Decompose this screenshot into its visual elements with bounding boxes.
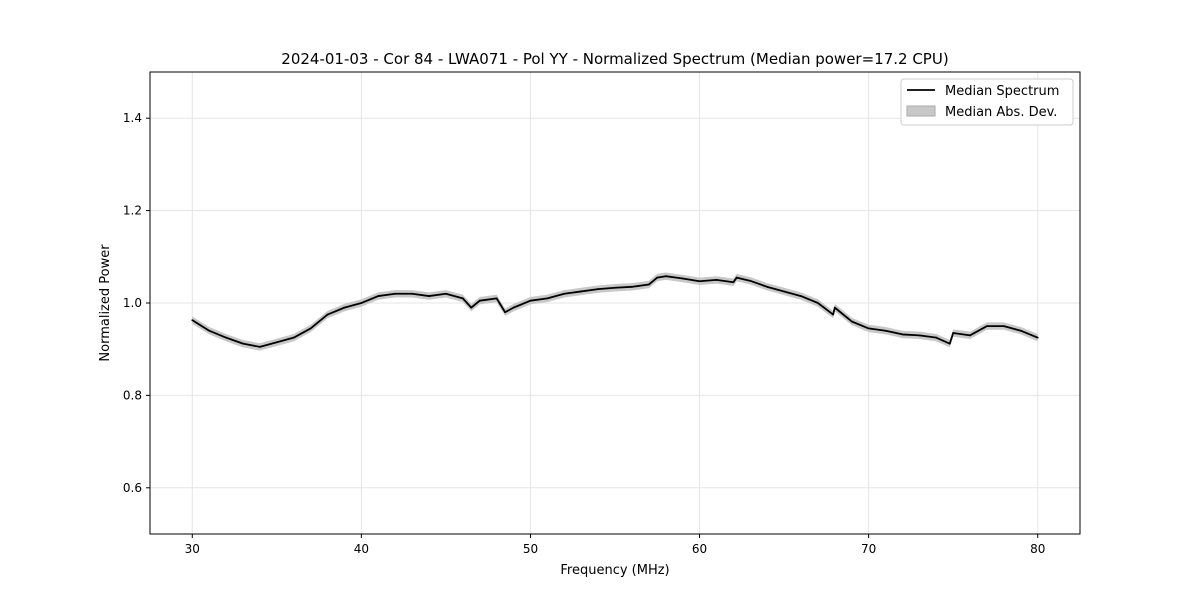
data-point: [470, 306, 473, 309]
mad-band: [192, 272, 1038, 351]
y-tick-label: 1.2: [123, 204, 142, 218]
data-point: [360, 302, 363, 304]
data-point: [411, 292, 413, 295]
data-point: [948, 342, 951, 345]
y-tick-label: 0.6: [123, 481, 142, 495]
data-point: [901, 333, 904, 336]
legend-label-median: Median Spectrum: [945, 84, 1059, 99]
x-tick-label: 50: [523, 542, 538, 556]
data-point: [681, 277, 684, 280]
data-point: [445, 292, 447, 295]
data-point: [884, 329, 887, 332]
data-point: [563, 292, 566, 295]
data-point: [512, 306, 515, 309]
data-point: [428, 295, 430, 297]
data-point: [986, 325, 988, 327]
data-point: [597, 288, 599, 291]
data-point: [394, 292, 397, 295]
data-point: [698, 280, 701, 283]
mad-band-area: [192, 272, 1038, 351]
data-point: [783, 290, 785, 293]
x-tick-label: 30: [185, 542, 200, 556]
x-ticks: 30 40 50 60 70 80: [185, 534, 1045, 556]
grid: [150, 72, 1080, 534]
data-point: [225, 336, 227, 339]
median-spectrum-line: [191, 275, 1039, 348]
x-tick-label: 40: [354, 542, 369, 556]
data-point: [918, 334, 921, 337]
data-point: [935, 336, 938, 339]
data-point: [832, 313, 835, 316]
x-tick-label: 80: [1030, 542, 1045, 556]
data-point: [867, 327, 870, 330]
legend-box: [900, 78, 1074, 126]
x-tick-label: 60: [692, 542, 707, 556]
data-point: [343, 306, 346, 309]
x-tick-label: 70: [861, 542, 876, 556]
data-point: [208, 329, 211, 332]
data-point: [309, 327, 312, 330]
data-point: [850, 320, 853, 323]
data-point: [817, 302, 819, 304]
data-point: [735, 276, 738, 279]
data-point: [614, 286, 616, 289]
data-point: [664, 275, 667, 278]
data-point: [580, 290, 583, 293]
data-point: [292, 336, 295, 339]
data-point: [631, 285, 633, 288]
data-point: [326, 313, 329, 316]
data-point: [546, 297, 549, 300]
data-point: [191, 319, 194, 321]
data-point: [504, 311, 506, 314]
legend-label-mad: Median Abs. Dev.: [945, 105, 1057, 120]
data-point: [275, 341, 278, 344]
data-point: [242, 342, 244, 345]
data-point: [749, 279, 752, 282]
data-point: [952, 332, 955, 334]
data-point: [495, 297, 498, 300]
y-tick-label: 1.0: [123, 296, 142, 310]
data-point: [1003, 325, 1005, 327]
y-axis-label: Normalized Power: [98, 244, 113, 362]
data-point: [461, 297, 464, 300]
data-point: [1019, 329, 1022, 332]
legend: Median Spectrum Median Abs. Dev.: [900, 78, 1074, 126]
data-point: [969, 334, 971, 337]
y-ticks: 0.6 0.8 1.0 1.2 1.4: [123, 111, 150, 495]
data-point: [377, 295, 380, 297]
data-point: [833, 306, 836, 309]
data-point: [647, 283, 650, 286]
data-point: [715, 279, 718, 281]
data-point: [800, 295, 802, 297]
y-tick-label: 1.4: [123, 111, 142, 125]
data-point: [732, 281, 735, 284]
data-point: [656, 276, 659, 279]
data-point: [766, 285, 769, 288]
chart-title: 2024-01-03 - Cor 84 - LWA071 - Pol YY - …: [281, 50, 948, 68]
data-point: [478, 299, 481, 302]
data-point: [1036, 336, 1039, 339]
data-point: [529, 299, 532, 302]
y-tick-label: 0.8: [123, 388, 142, 402]
legend-band-swatch: [906, 105, 936, 117]
x-axis-label: Frequency (MHz): [560, 563, 669, 578]
data-point: [259, 345, 261, 348]
